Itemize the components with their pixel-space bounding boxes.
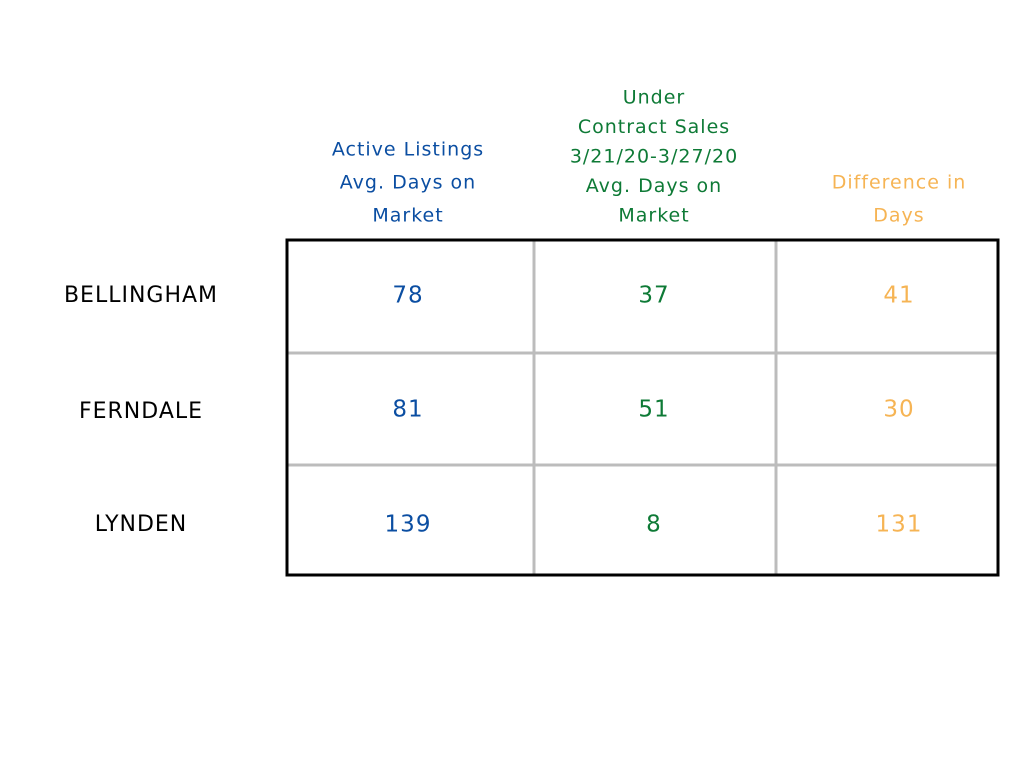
column-header: Days xyxy=(873,205,924,227)
cell-value: 81 xyxy=(392,397,423,423)
row-label: FERNDALE xyxy=(79,399,203,424)
cell-value: 30 xyxy=(883,397,914,423)
column-header: Contract Sales xyxy=(578,116,730,138)
cell-value: 37 xyxy=(638,283,669,309)
column-header: Under xyxy=(623,87,686,109)
column-header: Market xyxy=(618,205,689,227)
cell-value: 139 xyxy=(385,512,432,538)
cell-value: 131 xyxy=(876,512,923,538)
column-header: Difference in xyxy=(832,172,967,194)
cell-value: 78 xyxy=(392,283,423,309)
cell-value: 8 xyxy=(646,512,662,538)
column-header: Market xyxy=(372,205,443,227)
column-header: Avg. Days on xyxy=(340,172,476,194)
row-label: LYNDEN xyxy=(95,512,188,537)
column-header: Avg. Days on xyxy=(586,175,722,197)
row-label: BELLINGHAM xyxy=(64,283,218,308)
cell-value: 51 xyxy=(638,397,669,423)
column-header: Active Listings xyxy=(332,139,484,161)
column-header: 3/21/20-3/27/20 xyxy=(570,146,738,168)
table-grid xyxy=(285,238,1000,577)
table-border xyxy=(285,238,1000,577)
cell-value: 41 xyxy=(883,283,914,309)
